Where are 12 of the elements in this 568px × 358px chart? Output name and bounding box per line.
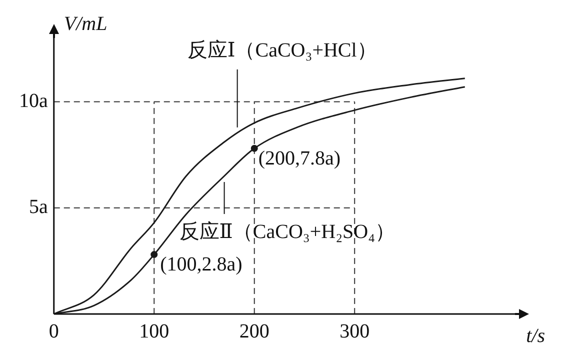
y-tick-label: 5a bbox=[28, 196, 48, 218]
y-axis-title: V/mL bbox=[64, 13, 108, 35]
x-tick-label: 100 bbox=[139, 320, 170, 342]
x-axis-title: t/s bbox=[526, 325, 546, 347]
y-tick-label: 10a bbox=[18, 90, 48, 112]
annotation: 反应Ⅰ（CaCO₃+HCl） bbox=[187, 39, 377, 62]
annotation: (200,7.8a) bbox=[258, 147, 341, 170]
x-tick-label: 0 bbox=[48, 320, 59, 342]
annotation: 反应Ⅱ（CaCO₃+H₂SO₄） bbox=[179, 221, 396, 243]
x-tick-label: 200 bbox=[239, 320, 270, 342]
x-tick-label: 300 bbox=[340, 320, 370, 342]
annotation: (100,2.8a) bbox=[160, 254, 242, 276]
